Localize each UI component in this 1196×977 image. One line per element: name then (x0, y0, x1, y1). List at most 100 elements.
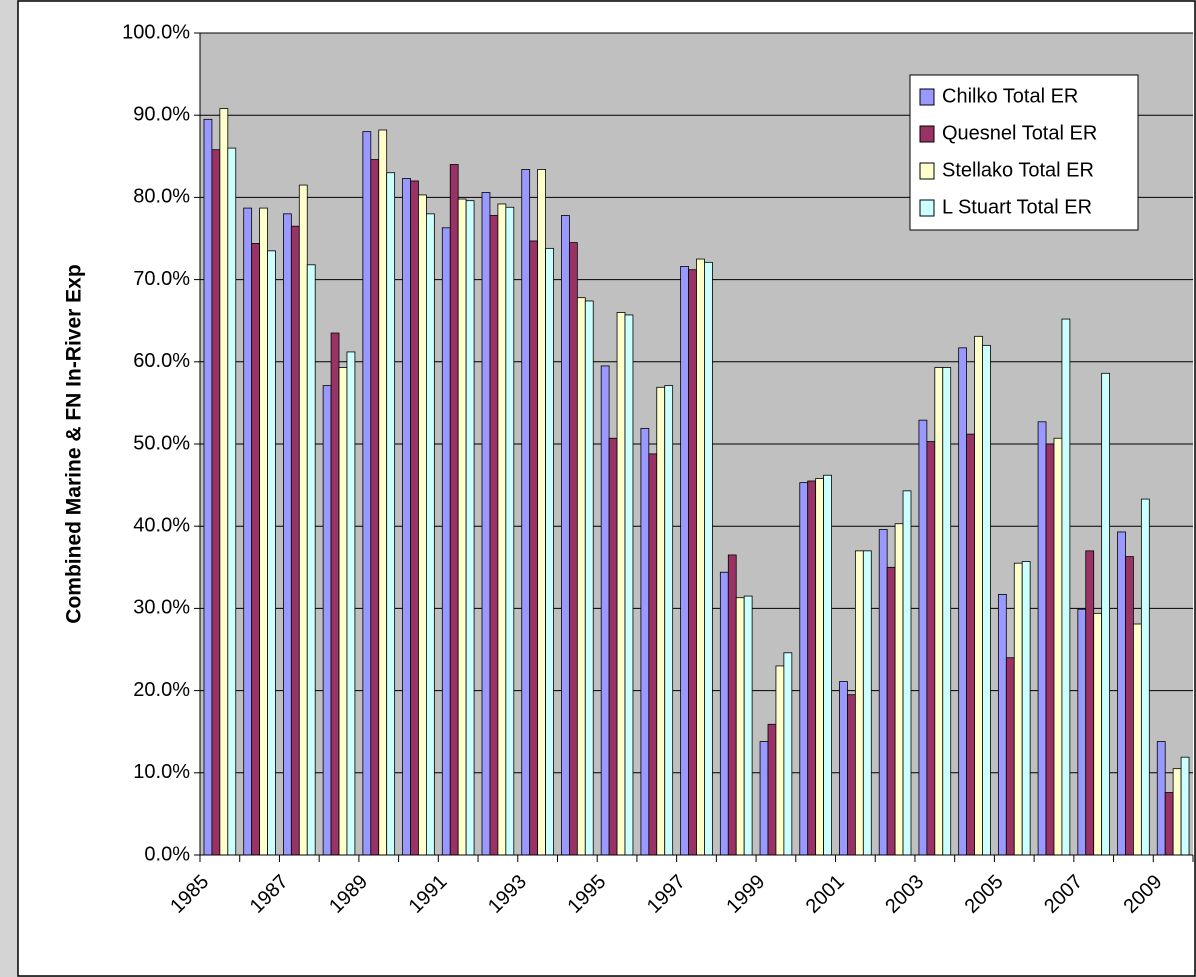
legend-label: Quesnel Total ER (942, 122, 1097, 144)
bar (735, 597, 745, 856)
bar (664, 385, 674, 856)
bar (807, 480, 817, 856)
bar (537, 169, 546, 856)
bar (290, 225, 300, 856)
bar (894, 523, 904, 856)
bar (823, 474, 832, 856)
bar (1005, 657, 1015, 856)
bar (704, 261, 713, 856)
bar (1085, 550, 1095, 856)
bar (529, 240, 539, 856)
bar (1021, 561, 1031, 856)
bar (386, 172, 396, 856)
bar (1093, 612, 1103, 856)
bar (974, 335, 983, 856)
bar (743, 595, 753, 856)
bar (918, 419, 928, 856)
bar (783, 652, 793, 856)
y-tick-label: 70.0% (133, 268, 190, 290)
bar (576, 297, 586, 856)
y-tick-label: 90.0% (133, 103, 190, 125)
bar (847, 694, 856, 856)
y-tick-label: 100.0% (122, 21, 190, 43)
bar (283, 213, 292, 856)
legend-label: Chilko Total ER (942, 85, 1078, 107)
bar (688, 269, 697, 856)
bar (402, 178, 411, 856)
bar (727, 554, 737, 856)
bar (1061, 318, 1071, 856)
bar (926, 441, 936, 856)
y-tick-label: 0.0% (144, 843, 190, 865)
bar (457, 198, 467, 856)
y-tick-label: 20.0% (133, 679, 190, 701)
bar (886, 566, 896, 856)
y-tick-label: 40.0% (133, 514, 190, 536)
bar (624, 314, 634, 856)
bar (322, 385, 332, 856)
bar (338, 367, 348, 856)
bar (719, 571, 729, 856)
bar (696, 258, 705, 856)
bar (648, 453, 658, 856)
bar (767, 723, 777, 856)
bar (561, 215, 570, 856)
bar (600, 365, 610, 856)
bar (219, 108, 229, 856)
bar (370, 159, 380, 856)
bar (441, 227, 451, 856)
bar (489, 215, 499, 856)
legend-swatch (919, 125, 935, 143)
bar (656, 386, 666, 856)
bar (902, 490, 912, 856)
y-tick-label: 50.0% (133, 432, 190, 454)
legend-label: L Stuart Total ER (942, 196, 1092, 218)
bar (775, 665, 785, 856)
bar (545, 247, 554, 856)
bar (568, 242, 578, 856)
bar (584, 300, 594, 856)
bar (426, 213, 435, 856)
bar (465, 200, 475, 856)
bar (759, 741, 769, 856)
bar (680, 266, 689, 856)
y-tick-label: 10.0% (133, 761, 190, 783)
bar (1077, 608, 1087, 856)
bar (854, 550, 864, 856)
bar (418, 194, 427, 856)
bar (1037, 421, 1047, 856)
bar (608, 437, 618, 856)
bar (243, 207, 253, 856)
bar (378, 129, 388, 856)
bar (227, 147, 237, 856)
bar (799, 482, 809, 856)
bar (410, 180, 419, 856)
bar (1156, 741, 1166, 856)
bar (203, 118, 213, 856)
bar (449, 164, 459, 856)
legend-swatch (919, 162, 935, 180)
bar (1045, 443, 1055, 856)
bar (362, 131, 372, 856)
bar (298, 184, 308, 856)
bar (1101, 372, 1110, 856)
bar (1164, 792, 1174, 856)
bar (982, 344, 991, 856)
bar (878, 529, 888, 856)
bar (251, 243, 260, 856)
bar (640, 427, 650, 856)
bar (211, 149, 221, 856)
bar (616, 312, 626, 856)
legend-swatch (919, 88, 935, 106)
bar (815, 478, 825, 856)
bar (481, 192, 491, 856)
bar (346, 351, 356, 856)
legend-label: Stellako Total ER (942, 159, 1094, 181)
bar (259, 207, 268, 856)
bar (1117, 531, 1126, 856)
y-tick-label: 60.0% (133, 350, 190, 372)
bar (267, 250, 276, 856)
legend-box (909, 74, 1139, 231)
